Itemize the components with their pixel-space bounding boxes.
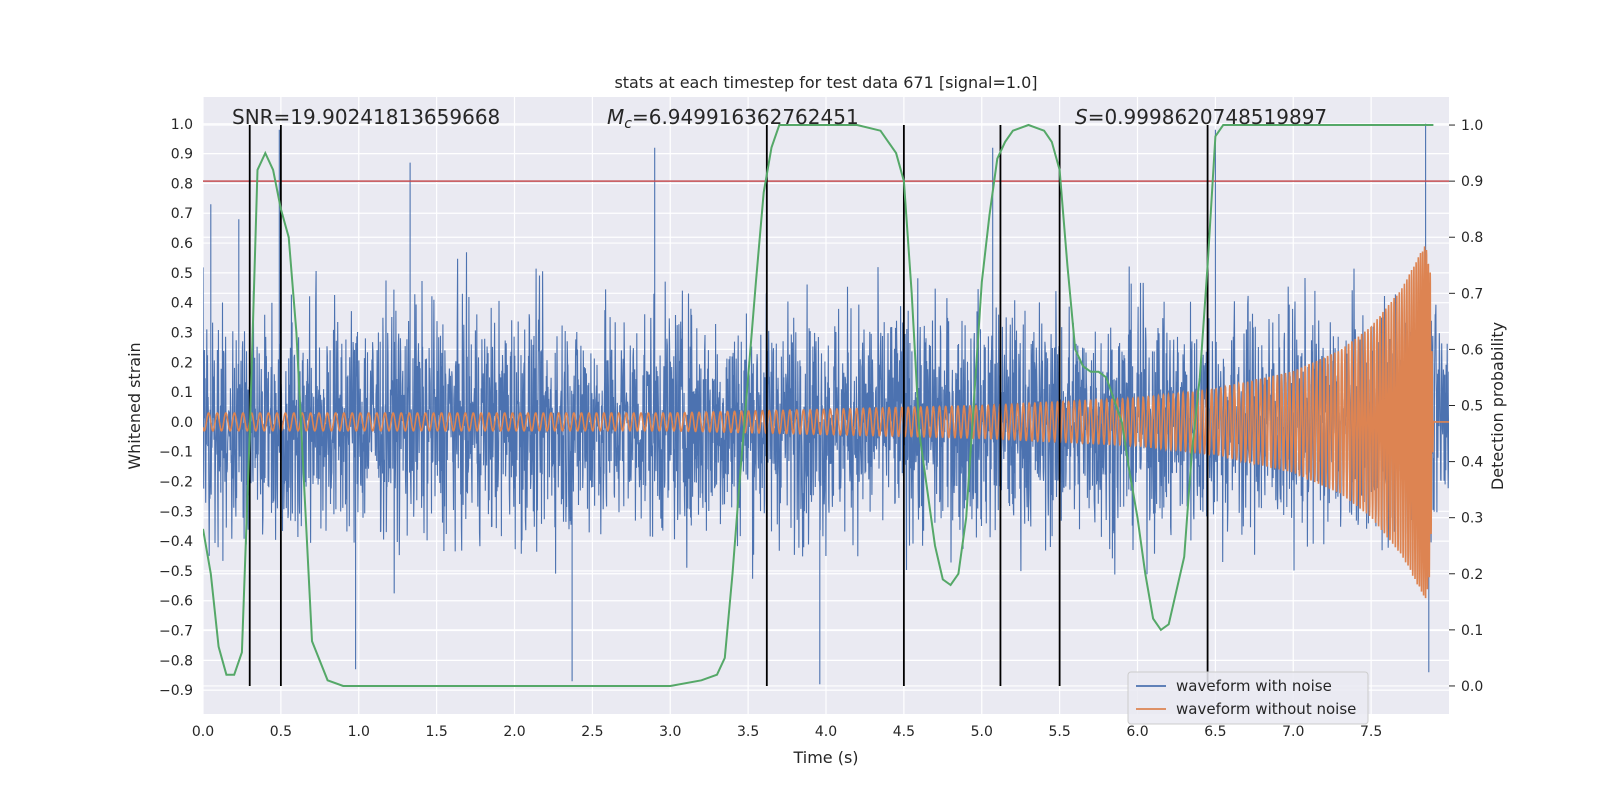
- y-tick-label: 0.6: [171, 236, 193, 252]
- mc-symbol: M: [607, 105, 624, 129]
- y-tick-label: −0.3: [159, 504, 193, 520]
- y2-tick-label: 0.4: [1461, 455, 1483, 471]
- y2-tick-label: 0.6: [1461, 342, 1483, 358]
- legend-label-noise: waveform with noise: [1176, 677, 1332, 695]
- y-tick-label: 0.3: [171, 325, 193, 341]
- x-axis-ticks: 0.0 0.5 1.0 1.5 2.0 2.5 3.0 3.5 4.0 4.5 5.0 5.5 6.0 6…: [192, 724, 1382, 740]
- y-tick-label: 0.7: [171, 206, 193, 222]
- legend: waveform with noise waveform without noi…: [1127, 671, 1369, 725]
- y2-axis-label: Detection probability: [1488, 322, 1507, 490]
- x-tick-label: 0.0: [192, 724, 214, 740]
- y2-tick-label: 0.0: [1461, 679, 1483, 695]
- x-tick-label: 2.5: [581, 724, 603, 740]
- y-tick-label: −0.7: [159, 624, 193, 640]
- y-tick-label: 0.9: [171, 147, 193, 163]
- x-tick-label: 2.0: [503, 724, 525, 740]
- x-tick-label: 3.5: [737, 724, 759, 740]
- y2-tick-label: 0.1: [1461, 623, 1483, 639]
- x-tick-label: 5.0: [971, 724, 993, 740]
- x-tick-label: 4.0: [815, 724, 837, 740]
- y2-tick-label: 0.9: [1461, 174, 1483, 190]
- y-axis-ticks: −0.9 −0.8 −0.7 −0.6 −0.5 −0.4 −0.3 −0.2 −0.1 0.0 0…: [159, 117, 193, 699]
- y2-axis-ticks: 0.0 0.1 0.2 0.3 0.4 0.5 0.6 0.7 0.8 0.9 1.0: [1449, 118, 1483, 695]
- x-axis-label: Time (s): [792, 748, 858, 767]
- mc-subscript: c: [624, 116, 632, 132]
- plot-area: [203, 123, 1449, 687]
- y2-tick-label: 0.2: [1461, 567, 1483, 583]
- y-tick-label: −0.2: [159, 475, 193, 491]
- x-tick-label: 1.0: [348, 724, 370, 740]
- snr-annotation: SNR=19.90241813659668: [232, 105, 500, 129]
- x-tick-label: 6.5: [1204, 724, 1226, 740]
- s-symbol: S: [1075, 105, 1088, 129]
- chart-title: stats at each timestep for test data 671…: [614, 73, 1037, 92]
- y-tick-label: −0.5: [159, 564, 193, 580]
- y-tick-label: −0.6: [159, 594, 193, 610]
- mc-annotation: Mc=6.949916362762451: [607, 105, 859, 132]
- y-tick-label: 1.0: [171, 117, 193, 133]
- s-annotation: S=0.9998620748519897: [1075, 105, 1327, 129]
- x-tick-label: 3.0: [659, 724, 681, 740]
- x-tick-label: 4.5: [893, 724, 915, 740]
- legend-label-clean: waveform without noise: [1176, 700, 1356, 718]
- y2-tick-label: 0.3: [1461, 511, 1483, 527]
- y2-tick-label: 0.7: [1461, 286, 1483, 302]
- y-tick-label: 0.2: [171, 355, 193, 371]
- x-tick-label: 6.0: [1126, 724, 1148, 740]
- mc-value: =6.949916362762451: [632, 105, 859, 129]
- x-tick-label: 5.5: [1048, 724, 1070, 740]
- x-tick-label: 1.5: [425, 724, 447, 740]
- y-axis-label: Whitened strain: [125, 342, 144, 469]
- x-tick-label: 7.0: [1282, 724, 1304, 740]
- y-tick-label: −0.8: [159, 653, 193, 669]
- y-tick-label: 0.4: [171, 296, 193, 312]
- y2-tick-label: 1.0: [1461, 118, 1483, 134]
- x-tick-label: 7.5: [1360, 724, 1382, 740]
- y-tick-label: 0.8: [171, 176, 193, 192]
- legend-box: [1127, 671, 1369, 725]
- y-tick-label: 0.5: [171, 266, 193, 282]
- y-tick-label: −0.1: [159, 445, 193, 461]
- y-tick-label: −0.9: [159, 683, 193, 699]
- x-tick-label: 0.5: [270, 724, 292, 740]
- y-tick-label: −0.4: [159, 534, 193, 550]
- y-tick-label: 0.1: [171, 385, 193, 401]
- y-tick-label: 0.0: [171, 415, 193, 431]
- y2-tick-label: 0.5: [1461, 399, 1483, 415]
- y2-tick-label: 0.8: [1461, 230, 1483, 246]
- series-waveform-without-noise: [203, 246, 1449, 599]
- s-value: =0.9998620748519897: [1088, 105, 1327, 129]
- series-detection-probability: [203, 123, 1434, 687]
